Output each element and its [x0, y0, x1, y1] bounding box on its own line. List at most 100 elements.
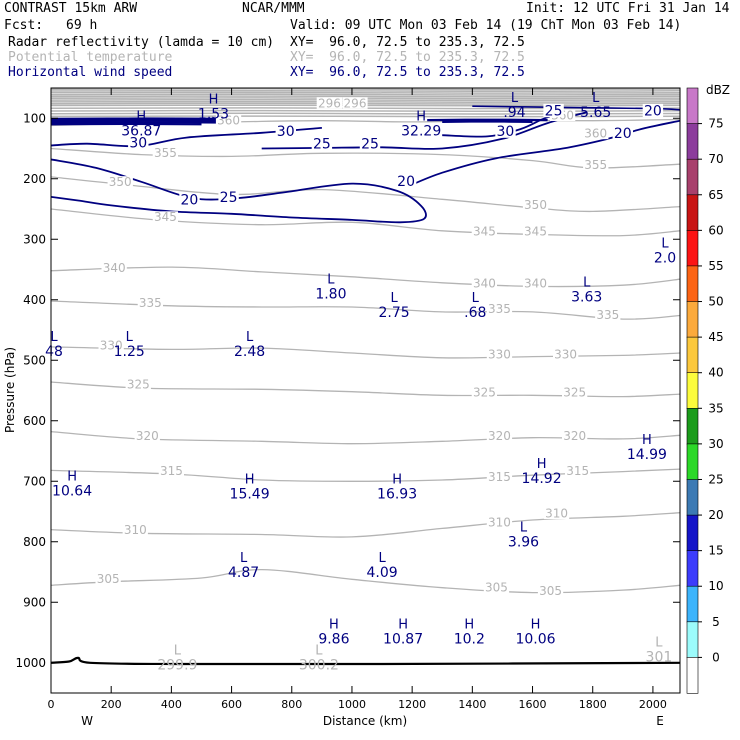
- theta-label-bg: [553, 348, 579, 360]
- colorbar-swatch: [686, 621, 699, 658]
- theta-contour-upper: [51, 93, 680, 96]
- colorbar-label: 15: [708, 544, 723, 558]
- high-marker-value: 16.93: [377, 486, 417, 502]
- low-marker-value: 300.2: [299, 658, 339, 674]
- theta-contour-upper: [51, 89, 680, 93]
- high-marker-letter: H: [642, 433, 652, 448]
- low-marker-letter: L: [378, 551, 386, 566]
- theta-label: 330: [554, 347, 577, 361]
- model-title: CONTRAST 15km ARW: [4, 1, 138, 16]
- low-marker-letter: L: [511, 91, 519, 106]
- x-tick-label: 0: [48, 698, 55, 711]
- theta-label: 355: [154, 146, 177, 160]
- wind-label: 25: [545, 103, 563, 119]
- x-tick-label: 1600: [519, 698, 547, 711]
- colorbar-label: 70: [708, 152, 723, 166]
- theta-label: 335: [596, 308, 619, 322]
- wind-label: 30: [496, 124, 514, 140]
- theta-contours: [51, 88, 680, 594]
- colorbar-label: 40: [708, 366, 723, 380]
- high-marker-letter: H: [531, 618, 541, 633]
- colorbar-label: 10: [708, 579, 723, 593]
- colorbar-swatch: [686, 87, 699, 125]
- y-tick-label: 800: [23, 535, 46, 549]
- low-marker-letter: L: [327, 273, 335, 288]
- theta-label-bg: [522, 199, 549, 211]
- colorbar-label: 20: [708, 508, 723, 522]
- low-marker-value: 3.63: [571, 290, 602, 306]
- low-marker-value: 4.87: [228, 565, 259, 581]
- wind-label: 20: [614, 126, 632, 142]
- theta-label-bg: [471, 277, 497, 290]
- theta-label-bg: [486, 471, 513, 483]
- high-marker-value: 14.99: [627, 447, 667, 463]
- x-tick-label: 400: [161, 698, 182, 711]
- theta-label: 345: [524, 225, 547, 239]
- theta-label: 350: [524, 198, 547, 212]
- wind-label: 25: [361, 137, 379, 153]
- y-tick-label: 100: [23, 111, 46, 125]
- theta-label: 325: [127, 378, 150, 392]
- high-marker-letter: H: [136, 109, 146, 124]
- theta-label: 350: [109, 175, 132, 189]
- theta-label: 320: [136, 429, 159, 443]
- theta-contour-upper: [51, 95, 680, 98]
- low-marker-value: 299.9: [157, 658, 197, 674]
- high-marker-value: 32.29: [401, 123, 441, 139]
- theta-label: 310: [124, 523, 147, 537]
- y-tick-label: 700: [23, 474, 46, 488]
- high-marker-value: 1.53: [198, 106, 229, 122]
- low-marker-value: 301: [646, 650, 673, 666]
- wind-label-bg: [179, 192, 200, 207]
- theta-label: 296: [344, 96, 367, 110]
- colorbar-label: 0: [712, 650, 720, 664]
- theta-label: 310: [488, 516, 511, 530]
- colorbar-swatch: [686, 657, 699, 694]
- theta-label-bg: [342, 97, 368, 109]
- colorbar-swatch: [686, 158, 699, 196]
- wind-label-bg: [275, 124, 296, 138]
- colorbar-swatch: [686, 194, 699, 232]
- low-marker-value: 4.09: [367, 565, 398, 581]
- forecast-hours: 69 h: [66, 18, 98, 33]
- wind-labels: 30 30 30 25 25 25 25 20 20 20 20: [128, 103, 664, 208]
- colorbar-label: 65: [708, 188, 723, 202]
- low-marker-value: .94: [503, 105, 525, 121]
- colorbar-label: 60: [708, 223, 723, 237]
- colorbar-swatch: [686, 585, 699, 623]
- low-marker-value: 2.48: [234, 344, 265, 360]
- wind-label: 30: [129, 136, 147, 152]
- theta-labels: 3603603603553553503503453453453403403403…: [95, 96, 621, 598]
- theta-contour-345: [51, 208, 680, 237]
- high-marker-value: 9.86: [318, 632, 349, 648]
- low-marker-letter: L: [240, 551, 248, 566]
- wind-label: 20: [644, 103, 662, 119]
- low-marker-value: 3.96: [508, 535, 539, 551]
- wind-label-bg: [642, 103, 664, 118]
- low-marker-value: .68: [464, 305, 486, 321]
- field-name-reflectivity: Radar reflectivity (lamda = 10 cm): [8, 35, 275, 50]
- theta-label: 345: [154, 210, 177, 224]
- y-tick-label: 400: [23, 293, 46, 307]
- high-marker-value: 10.87: [383, 632, 423, 648]
- high-marker-letter: H: [537, 457, 547, 472]
- theta-label: 315: [566, 464, 589, 478]
- theta-contour-340: [51, 266, 680, 288]
- high-marker-letter: H: [416, 109, 426, 124]
- wind-label-bg: [612, 126, 633, 140]
- center-label: NCAR/MMM: [242, 1, 305, 16]
- low-marker-value: 2.0: [654, 250, 676, 266]
- theta-label: 315: [160, 464, 183, 478]
- high-marker-letter: H: [245, 472, 255, 487]
- theta-label-bg: [486, 303, 513, 315]
- low-marker-value: 1.25: [114, 344, 145, 360]
- y-tick-label: 900: [23, 595, 46, 609]
- colorbar-label: 35: [708, 401, 723, 415]
- theta-label-bg: [122, 524, 148, 536]
- high-marker-letter: H: [392, 472, 402, 487]
- field-name-theta: Potential temperature: [8, 50, 173, 65]
- theta-label-bg: [215, 114, 242, 126]
- theta-contour-330: [51, 346, 680, 359]
- field-xy-wind: XY= 96.0, 72.5 to 235.3, 72.5: [290, 65, 525, 80]
- colorbar-swatch: [686, 336, 699, 374]
